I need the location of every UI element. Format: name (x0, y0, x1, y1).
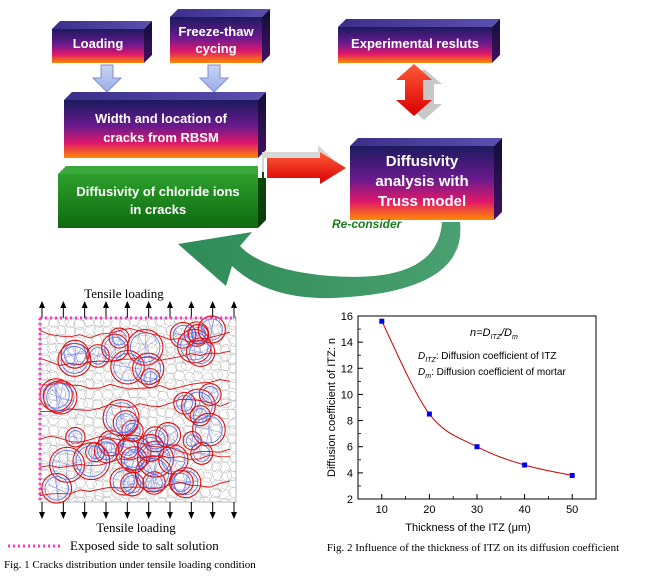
load-arrow-up (39, 301, 45, 318)
width-location-label-2: cracks from RBSM (103, 130, 219, 145)
load-arrow-down (188, 502, 195, 519)
x-tick-label: 20 (423, 504, 435, 516)
x-tick-label: 50 (566, 504, 578, 516)
loading-label: Loading (73, 36, 124, 51)
load-arrow-down (124, 502, 131, 519)
load-arrow-up (209, 301, 216, 318)
fig1-top-label: Tensile loading (84, 286, 164, 301)
reconsider-label: Re-consider (332, 217, 403, 231)
freeze-thaw-label-1: Freeze-thaw (178, 24, 254, 39)
analysis-label-1: Diffusivity (386, 153, 459, 170)
chart-ylabel: Diffusion coefficient of ITZ: n (326, 338, 338, 477)
chart-ticks: 2 4 6 8 10 12 14 16 10 20 30 40 50 (341, 311, 579, 516)
width-location-block: Width and location of cracks from RBSM (64, 92, 266, 158)
double-arrow-vertical (396, 64, 442, 120)
data-point (426, 411, 432, 417)
load-arrow-down (103, 502, 109, 519)
chart-annotation-dm: Dm: Diffusion coefficient of mortar (418, 367, 566, 380)
width-location-label-1: Width and location of (95, 111, 228, 126)
down-arrow-freeze (198, 64, 230, 93)
chart-series (379, 318, 575, 478)
loading-block: Loading (52, 21, 152, 63)
chloride-label-1: Diffusivity of chloride ions (76, 184, 239, 199)
x-tick-label: 40 (518, 504, 530, 516)
y-tick-label: 14 (341, 337, 353, 349)
y-tick-label: 4 (347, 468, 353, 480)
load-arrow-up (188, 301, 195, 318)
fig1-caption: Fig. 1 Cracks distribution under tensile… (4, 559, 256, 571)
fig1-bottom-label: Tensile loading (96, 520, 176, 535)
load-arrow-down (231, 502, 237, 519)
analysis-block: Diffusivity analysis with Truss model (350, 138, 502, 220)
load-arrow-up (103, 301, 109, 318)
chloride-block: Diffusivity of chloride ions in cracks (58, 166, 266, 228)
y-tick-label: 6 (347, 442, 353, 454)
load-arrow-up (145, 301, 152, 318)
load-arrow-down (209, 502, 216, 519)
chart-annotation-formula: n=DITZ/Dm (470, 327, 518, 341)
x-tick-label: 10 (376, 504, 388, 516)
load-arrow-up (124, 301, 131, 318)
load-arrow-down (39, 502, 45, 519)
load-arrow-down (81, 502, 88, 519)
load-arrow-up (81, 301, 88, 318)
crack-mesh (38, 315, 237, 504)
experimental-results-block: Experimental resluts (338, 19, 500, 63)
right-arrow-to-analysis (258, 145, 346, 184)
y-tick-label: 16 (341, 311, 353, 323)
load-arrow-down (167, 502, 173, 519)
load-arrow-up (231, 301, 237, 318)
y-tick-label: 2 (347, 494, 353, 506)
experimental-label: Experimental resluts (351, 36, 479, 51)
y-tick-label: 8 (347, 416, 353, 428)
chart-xlabel: Thickness of the ITZ (μm) (405, 522, 531, 534)
fig1: Tensile loading Tensile loading Exposed … (4, 286, 256, 571)
chloride-label-2: in cracks (130, 202, 186, 217)
chart-frame (357, 315, 597, 500)
down-arrow-loading (91, 64, 123, 93)
data-point (569, 472, 575, 478)
freeze-thaw-label-2: cycing (195, 41, 236, 56)
fig2-chart: 2 4 6 8 10 12 14 16 10 20 30 40 50 Diffusion coeffic… (326, 311, 619, 554)
bottom-load-arrows (39, 502, 237, 519)
load-arrow-down (60, 502, 67, 519)
load-arrow-down (145, 502, 152, 519)
y-tick-label: 10 (341, 389, 353, 401)
fig2-caption: Fig. 2 Influence of the thickness of ITZ… (327, 542, 619, 554)
x-tick-label: 30 (471, 504, 483, 516)
chart-axes (357, 315, 597, 500)
top-load-arrows (39, 301, 237, 318)
y-tick-label: 12 (341, 363, 353, 375)
load-arrow-up (167, 301, 173, 318)
data-point (474, 444, 480, 450)
fig1-legend: Exposed side to salt solution (70, 538, 219, 553)
series-line (381, 321, 573, 476)
data-point (522, 462, 528, 468)
freeze-thaw-block: Freeze-thaw cycing (170, 9, 270, 63)
load-arrow-up (60, 301, 67, 318)
reconsider-arrow: Re-consider (178, 217, 461, 299)
chart-annotation-ditz: DITZ: Diffusion coefficient of ITZ (418, 351, 557, 364)
analysis-label-2: analysis with (375, 173, 468, 190)
analysis-label-3: Truss model (378, 193, 466, 210)
data-point (379, 318, 385, 324)
